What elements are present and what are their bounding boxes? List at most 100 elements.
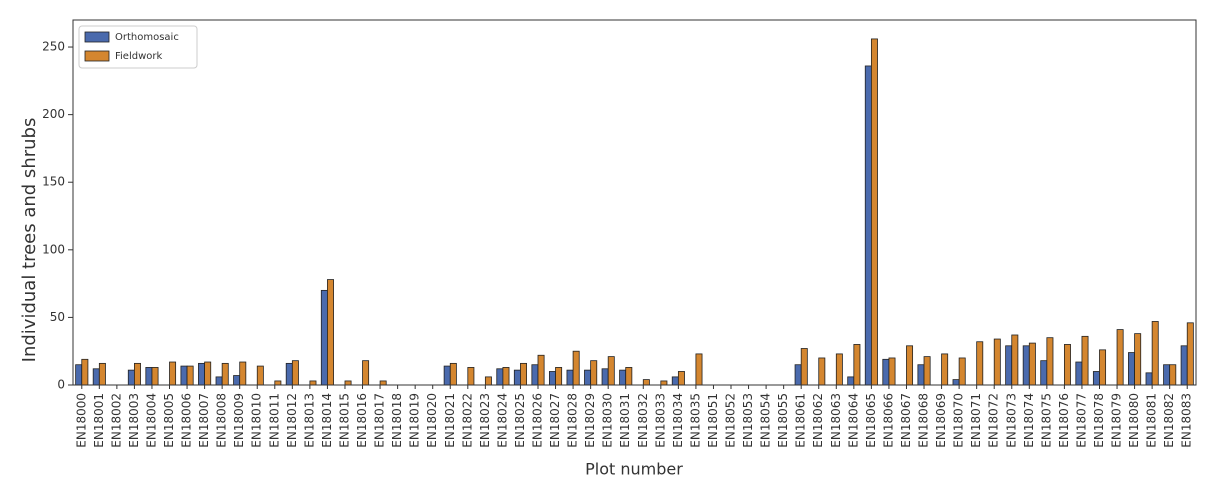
- x-tick-label: EN18076: [1057, 393, 1071, 448]
- bar: [906, 345, 914, 386]
- bar: [1128, 352, 1135, 386]
- bar: [853, 344, 861, 386]
- bar: [537, 354, 545, 386]
- x-tick-label: EN18019: [408, 393, 422, 448]
- x-tick-label: EN18071: [969, 393, 983, 448]
- x-tick-label: EN18065: [864, 393, 878, 448]
- bar: [642, 379, 650, 386]
- bar: [671, 376, 679, 386]
- bar: [186, 365, 194, 386]
- bar: [1145, 372, 1153, 386]
- bar: [572, 350, 580, 386]
- x-tick-label: EN18010: [250, 393, 264, 448]
- x-tick-label: EN18020: [425, 393, 439, 448]
- bar: [1116, 329, 1124, 386]
- x-tick-label: EN18032: [636, 393, 650, 448]
- x-tick-label: EN18002: [109, 393, 123, 448]
- bar: [204, 361, 212, 386]
- x-tick-label: EN18055: [776, 393, 790, 448]
- legend-label: Fieldwork: [115, 51, 162, 62]
- bar: [1011, 334, 1019, 386]
- x-tick-label: EN18028: [566, 393, 580, 448]
- bar: [584, 369, 592, 386]
- bar: [169, 361, 177, 386]
- x-tick-label: EN18070: [952, 393, 966, 448]
- bar: [864, 65, 872, 386]
- bar: [379, 380, 387, 386]
- x-tick-label: EN18000: [74, 393, 88, 448]
- bar: [151, 367, 159, 386]
- bar: [1186, 322, 1194, 386]
- bar: [274, 380, 282, 386]
- x-tick-label: EN18018: [390, 393, 404, 448]
- bar: [882, 358, 890, 386]
- x-tick-label: EN18026: [530, 393, 544, 448]
- x-tick-label: EN18063: [829, 393, 843, 448]
- x-tick-label: EN18077: [1074, 393, 1088, 448]
- legend-swatch: [84, 31, 110, 43]
- bar: [75, 364, 83, 386]
- x-tick-label: EN18004: [144, 393, 158, 448]
- y-tick-label: 0: [57, 378, 65, 392]
- bar: [1092, 371, 1100, 386]
- bar: [1040, 360, 1048, 386]
- bar: [362, 360, 370, 386]
- x-tick-label: EN18083: [1180, 393, 1194, 448]
- x-tick-label: EN18051: [706, 393, 720, 448]
- bar: [221, 362, 229, 386]
- bar: [467, 367, 475, 386]
- bar: [502, 367, 510, 386]
- bar: [1005, 345, 1013, 386]
- plot-frame: [72, 19, 1197, 386]
- x-axis-label: Plot number: [585, 460, 683, 479]
- bar: [92, 368, 100, 386]
- bar: [888, 357, 896, 386]
- x-tick-label: EN18035: [688, 393, 702, 448]
- bar: [1081, 335, 1089, 386]
- bar: [976, 341, 984, 386]
- bar: [215, 376, 223, 386]
- bar: [917, 364, 925, 386]
- x-tick-label: EN18080: [1127, 393, 1141, 448]
- bar: [794, 364, 802, 386]
- x-tick-label: EN18027: [548, 393, 562, 448]
- bar: [835, 353, 843, 386]
- x-tick-label: EN18024: [495, 393, 509, 448]
- bar: [443, 365, 451, 386]
- bar: [1075, 361, 1083, 386]
- bar: [513, 369, 521, 386]
- x-tick-label: EN18067: [899, 393, 913, 448]
- bar: [520, 362, 527, 386]
- bar: [952, 379, 960, 386]
- x-tick-label: EN18079: [1110, 393, 1124, 448]
- x-tick-label: EN18015: [337, 393, 351, 448]
- x-tick-label: EN18069: [934, 393, 948, 448]
- y-tick-label: 250: [42, 40, 65, 54]
- bar: [566, 369, 574, 386]
- y-tick-label: 150: [42, 175, 65, 189]
- bar: [233, 375, 241, 386]
- x-tick-label: EN18033: [653, 393, 667, 448]
- x-tick-label: EN18025: [513, 393, 527, 448]
- x-tick-label: EN18082: [1162, 393, 1176, 448]
- bar: [1099, 349, 1107, 386]
- bar: [870, 38, 878, 386]
- x-tick-label: EN18003: [127, 393, 141, 448]
- bar: [590, 360, 598, 386]
- x-tick-label: EN18061: [794, 393, 808, 448]
- bar: [81, 358, 89, 386]
- x-tick-label: EN18007: [197, 393, 211, 448]
- x-tick-label: EN18008: [215, 393, 229, 448]
- bar: [239, 361, 247, 386]
- bar: [993, 338, 1001, 386]
- bar: [601, 368, 609, 386]
- bar: [134, 362, 141, 386]
- y-tick-label: 100: [42, 242, 65, 256]
- legend-swatch: [84, 50, 110, 62]
- bar: [180, 365, 188, 386]
- bar: [1134, 333, 1142, 386]
- bar: [1063, 344, 1071, 386]
- x-tick-label: EN18011: [267, 393, 281, 448]
- legend-label: Orthomosaic: [115, 32, 179, 43]
- x-tick-label: EN18023: [478, 393, 492, 448]
